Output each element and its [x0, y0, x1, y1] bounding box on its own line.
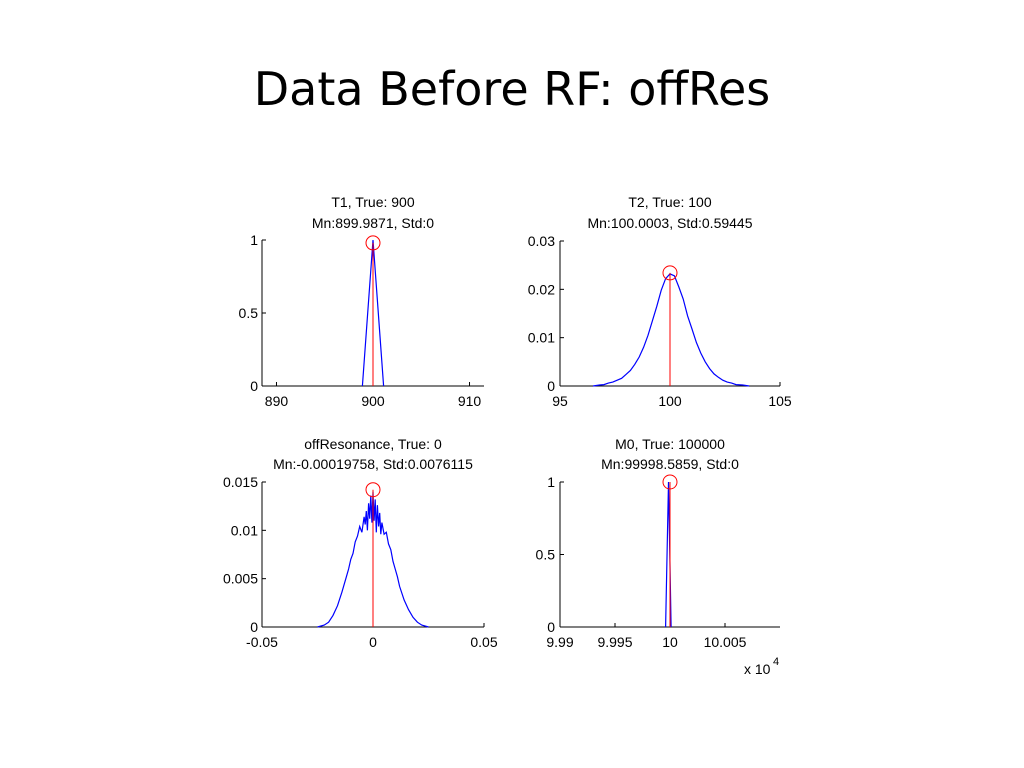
subplot-title-line: T1, True: 900 [331, 194, 414, 210]
subplot-1: T1, True: 900 Mn:899.9871, Std:0 890 900 910… [239, 194, 484, 409]
y-tick-label: 1 [547, 474, 555, 490]
peak-marker-circle [662, 474, 678, 490]
y-tick-label: 0.01 [231, 522, 258, 538]
x-tick-label: 105 [768, 393, 792, 409]
x-tick-label: 100 [658, 393, 682, 409]
subplot-title-line: Mn:899.9871, Std:0 [312, 215, 434, 231]
y-tick-label: 0.02 [528, 281, 555, 297]
x-tick-label: 0.05 [470, 634, 497, 650]
y-tick-label: 0.005 [223, 571, 258, 587]
y-tick-label: 1 [250, 232, 258, 248]
subplot-4: M0, True: 100000 Mn:99998.5859, Std:0 9.99… [536, 436, 780, 677]
y-tick-label: 0.5 [239, 305, 259, 321]
subplot-title-line: T2, True: 100 [628, 194, 711, 210]
peak-marker-circle [365, 482, 381, 498]
subplot-title-line: Mn:-0.00019758, Std:0.0076115 [273, 456, 473, 472]
x-tick-label: 900 [361, 393, 385, 409]
y-tick-label: 0.015 [223, 474, 258, 490]
subplot-title-line: offResonance, True: 0 [304, 436, 442, 452]
subplot-title-line: Mn:100.0003, Std:0.59445 [587, 215, 752, 231]
x-tick-label: -0.05 [246, 634, 278, 650]
x-tick-label: 9.995 [597, 634, 632, 650]
y-tick-label: 0 [250, 378, 258, 394]
peak-marker-circle [365, 235, 381, 251]
x-tick-label: 910 [458, 393, 482, 409]
y-tick-label: 0 [547, 378, 555, 394]
y-tick-label: 0.01 [528, 330, 555, 346]
x-tick-label: 10 [662, 634, 678, 650]
subplot-title-line: M0, True: 100000 [615, 436, 725, 452]
x-tick-label: 10.005 [704, 634, 747, 650]
x-tick-label: 0 [369, 634, 377, 650]
y-tick-label: 0.5 [536, 547, 556, 563]
subplot-2: T2, True: 100 Mn:100.0003, Std:0.59445 95 1… [528, 194, 792, 409]
y-tick-label: 0.03 [528, 233, 555, 249]
histogram-series-line [361, 239, 385, 387]
slide-title: Data Before RF: offRes [253, 62, 771, 116]
x-tick-label: 890 [265, 393, 289, 409]
x-tick-label: 95 [552, 393, 568, 409]
y-tick-label: 0 [547, 619, 555, 635]
subplot-3: offResonance, True: 0 Mn:-0.00019758, Std… [223, 436, 498, 650]
x-tick-label: 9.99 [546, 634, 573, 650]
subplot-title-line: Mn:99998.5859, Std:0 [601, 456, 739, 472]
histogram-series-line [592, 273, 750, 387]
y-tick-label: 0 [250, 619, 258, 635]
peak-marker-circle [662, 265, 678, 281]
x-axis-multiplier: x 10 [744, 661, 771, 677]
x-axis-multiplier-exponent: 4 [773, 656, 779, 668]
